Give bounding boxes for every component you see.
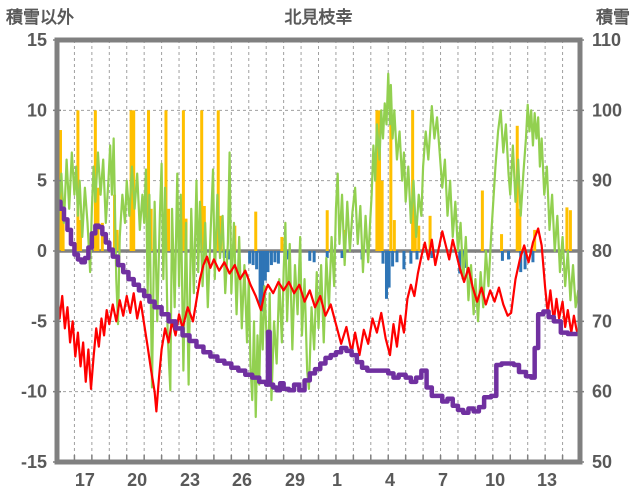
bar (228, 251, 232, 260)
bar (523, 251, 527, 270)
bar (251, 251, 255, 266)
bar (263, 251, 267, 281)
right-axis-tick-label: 110 (592, 30, 621, 50)
x-axis-tick-label: 1 (332, 470, 342, 490)
bar (391, 251, 395, 267)
bar (312, 251, 316, 263)
bar (261, 251, 265, 312)
right-axis-tick-label: 100 (592, 100, 622, 120)
plot-area (57, 72, 580, 419)
bar (378, 110, 382, 251)
right-axis-title: 積雪 (596, 8, 630, 27)
bar (167, 208, 171, 251)
bar (417, 225, 421, 251)
left-axis-tick-label: 0 (37, 241, 47, 261)
snow-depth-line (57, 199, 580, 416)
bar (500, 234, 504, 251)
bar (61, 208, 65, 251)
bar (273, 251, 277, 263)
bar (149, 208, 153, 251)
chart-title: 北見枝幸 (284, 8, 353, 27)
bar (430, 251, 434, 259)
bar (458, 251, 462, 274)
bar (164, 110, 168, 251)
bar (147, 110, 151, 251)
x-axis-tick-label: 26 (232, 470, 252, 490)
x-axis-tick-label: 17 (75, 470, 95, 490)
bar (518, 208, 522, 251)
bar (258, 251, 262, 306)
bar (395, 251, 399, 263)
bar (76, 110, 80, 251)
bar (387, 251, 391, 288)
bar (384, 251, 388, 299)
bar (308, 251, 312, 261)
bar (409, 251, 413, 264)
bar (325, 251, 329, 259)
bar (286, 251, 290, 260)
bar (565, 207, 569, 251)
bar (216, 110, 220, 251)
bar (402, 251, 406, 270)
bar (100, 222, 104, 251)
bar (280, 236, 284, 251)
bar (254, 211, 258, 251)
x-axis-tick-label: 4 (385, 470, 395, 490)
bar (269, 251, 273, 266)
bar (96, 187, 100, 251)
bar (531, 251, 535, 263)
right-axis-tick-label: 60 (592, 382, 612, 402)
bar (389, 110, 393, 251)
bar (519, 251, 523, 273)
left-axis-tick-label: -15 (21, 452, 47, 472)
bar (375, 110, 379, 251)
bar (200, 110, 204, 251)
bar (255, 251, 259, 270)
bar (340, 251, 344, 259)
bar (276, 251, 280, 264)
tick-marks (53, 39, 584, 463)
left-axis-tick-label: -5 (31, 311, 47, 331)
bar (415, 251, 419, 260)
temperature-line (57, 227, 580, 413)
x-axis-tick-label: 20 (127, 470, 147, 490)
precipitation-bars (222, 251, 535, 312)
bar (507, 251, 511, 260)
bar (392, 220, 396, 251)
right-axis-tick-label: 80 (592, 241, 612, 261)
bar (568, 210, 572, 251)
bar (181, 110, 185, 251)
bar (79, 220, 83, 251)
bar (248, 251, 252, 264)
bar (325, 210, 329, 251)
bar (500, 251, 504, 261)
right-axis-tick-label: 70 (592, 311, 612, 331)
bar (381, 251, 385, 264)
bar (380, 180, 384, 251)
left-axis-tick-label: 15 (27, 30, 47, 50)
left-axis-tick-label: 5 (37, 171, 47, 191)
bar (266, 251, 270, 273)
left-axis-tick-label: 10 (27, 100, 47, 120)
bar (428, 215, 432, 251)
right-axis-tick-label: 50 (592, 452, 612, 472)
x-axis-tick-label: 7 (438, 470, 448, 490)
x-axis-tick-label: 10 (485, 470, 505, 490)
x-axis-tick-label: 13 (537, 470, 557, 490)
left-axis-title: 積雪以外 (6, 8, 74, 27)
x-axis-tick-label: 29 (285, 470, 305, 490)
right-axis-tick-label: 90 (592, 171, 612, 191)
bar (115, 229, 119, 251)
x-axis-tick-label: 23 (180, 470, 200, 490)
green-series-line (57, 72, 580, 419)
bar (480, 190, 484, 251)
left-axis-tick-label: -10 (21, 382, 47, 402)
